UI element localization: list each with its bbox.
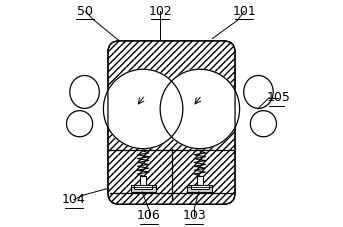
Text: 50: 50 [77,5,93,18]
FancyBboxPatch shape [108,41,235,204]
Bar [131,185,156,192]
Ellipse shape [67,111,93,137]
Circle shape [160,69,240,149]
Ellipse shape [70,75,99,108]
Text: 106: 106 [137,209,161,222]
Text: 104: 104 [62,193,86,206]
Circle shape [103,69,183,149]
Bar [187,185,212,192]
Bar [134,185,152,189]
Text: 101: 101 [232,5,256,18]
Ellipse shape [250,111,276,137]
Text: 105: 105 [266,91,290,104]
Bar [140,176,146,185]
Bar [191,185,209,189]
Ellipse shape [244,75,273,108]
Bar [197,176,203,185]
Text: 103: 103 [182,209,206,222]
Text: 102: 102 [148,5,172,18]
